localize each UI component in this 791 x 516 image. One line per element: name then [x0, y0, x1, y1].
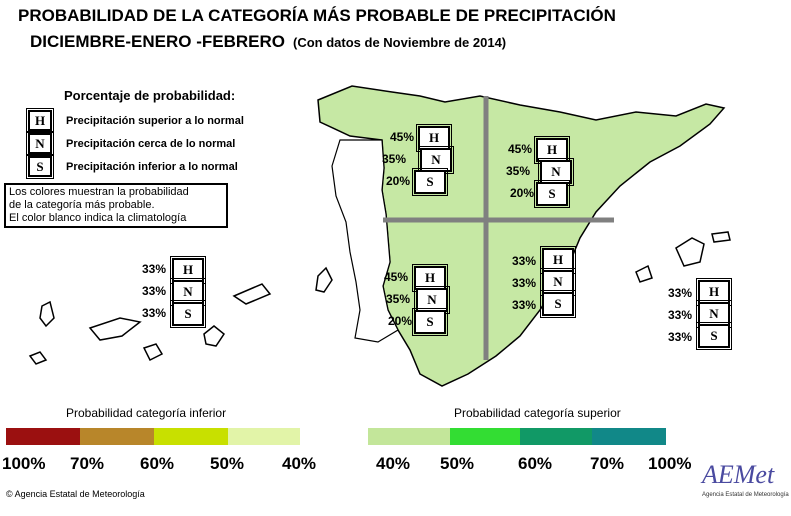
legend-title: Porcentaje de probabilidad: — [64, 88, 236, 103]
island-hierro — [28, 351, 48, 365]
scale-upper-band-60-70 — [520, 428, 592, 445]
season-label: DICIEMBRE-ENERO -FEBRERO — [30, 32, 286, 51]
letter-box-lower: S — [696, 322, 732, 350]
pct-lower: 20% — [509, 186, 534, 200]
pct-upper: 33% — [511, 254, 536, 268]
pct-upper: 45% — [383, 270, 408, 284]
legend-label: Precipitación superior a lo normal — [66, 114, 244, 127]
island-menorca — [711, 231, 731, 243]
island-la-palma — [39, 300, 55, 328]
pct-upper: 45% — [389, 130, 414, 144]
copyright-credit: © Agencia Estatal de Meteorología — [6, 489, 145, 499]
legend-letter-box: H — [26, 108, 54, 133]
island-mallorca — [675, 237, 705, 267]
note-line: Los colores muestran la probabilidad — [9, 186, 189, 198]
legend-letter-box: N — [26, 131, 54, 156]
pct-lower: 20% — [385, 174, 410, 188]
note-line: de la categoría más probable. — [9, 199, 155, 211]
island-ibiza — [635, 264, 653, 283]
scale-lower-title: Probabilidad categoría inferior — [66, 406, 227, 420]
scale-lower-tick: 50% — [210, 454, 245, 473]
letter-box-normal: N — [696, 300, 732, 328]
letter-box-upper: H — [170, 256, 206, 284]
note-line: El color blanco indica la climatología — [9, 212, 187, 224]
island-gomera — [142, 343, 164, 362]
portugal-area — [331, 139, 399, 343]
aemet-logo: AEMet — [702, 460, 775, 489]
legend-letter-box: S — [26, 154, 54, 179]
pct-upper: 33% — [141, 262, 166, 276]
color-note: Los colores muestran la probabilidad de … — [4, 183, 228, 228]
letter-box-lower: S — [412, 308, 448, 336]
scale-upper-tick: 100% — [648, 454, 692, 473]
scale-lower-tick: 70% — [70, 454, 105, 473]
legend-item-upper: H Precipitación superior a lo normal — [26, 108, 244, 133]
scale-upper-title: Probabilidad categoría superior — [454, 406, 621, 420]
letter-box-upper: H — [416, 124, 452, 152]
pct-normal: 33% — [667, 308, 692, 322]
scale-lower-band-50-40 — [228, 428, 300, 445]
legend-item-normal: N Precipitación cerca de lo normal — [26, 131, 236, 156]
scale-lower-tick: 100% — [2, 454, 46, 473]
scale-lower-tick: 40% — [282, 454, 317, 473]
pct-upper: 33% — [667, 286, 692, 300]
letter-box-lower: S — [170, 300, 206, 328]
scale-upper-tick: 40% — [376, 454, 411, 473]
pct-normal: 33% — [511, 276, 536, 290]
pct-lower: 33% — [511, 298, 536, 312]
map-title-line2: DICIEMBRE-ENERO -FEBRERO (Con datos de No… — [30, 32, 506, 52]
scale-upper-tick: 50% — [440, 454, 475, 473]
legend-label: Precipitación inferior a lo normal — [66, 160, 238, 173]
scale-upper-band-50-60 — [450, 428, 520, 445]
pct-normal: 35% — [505, 164, 530, 178]
pct-normal: 33% — [141, 284, 166, 298]
pct-lower: 33% — [141, 306, 166, 320]
pct-lower: 20% — [387, 314, 412, 328]
aemet-logo-subtitle: Agencia Estatal de Meteorología — [702, 492, 789, 498]
pct-normal: 35% — [381, 152, 406, 166]
pct-lower: 33% — [667, 330, 692, 344]
scale-upper-tick: 60% — [518, 454, 553, 473]
scale-upper-band-70-100 — [592, 428, 666, 445]
scale-upper-band-40-50 — [368, 428, 450, 445]
letter-box-lower: S — [412, 168, 448, 196]
letter-box-normal: N — [538, 158, 574, 186]
pct-normal: 35% — [385, 292, 410, 306]
scale-upper-tick: 70% — [590, 454, 625, 473]
legend-label: Precipitación cerca de lo normal — [66, 137, 236, 150]
island-tenerife — [88, 317, 142, 341]
letter-box-upper: H — [696, 278, 732, 306]
island-gran-canaria — [203, 325, 226, 347]
map-title-line1: PROBABILIDAD DE LA CATEGORÍA MÁS PROBABL… — [18, 6, 616, 25]
island-fuerteventura — [232, 283, 272, 305]
scale-lower-band-70-60 — [80, 428, 154, 445]
island-lanzarote — [315, 266, 333, 293]
scale-lower-band-100-70 — [6, 428, 80, 445]
letter-box-lower: S — [534, 180, 570, 208]
pct-upper: 45% — [507, 142, 532, 156]
scale-lower-tick: 60% — [140, 454, 175, 473]
letter-box-normal: N — [418, 146, 454, 174]
data-date-label: (Con datos de Noviembre de 2014) — [293, 35, 507, 50]
scale-lower-band-60-50 — [154, 428, 228, 445]
letter-box-lower: S — [540, 290, 576, 318]
legend-item-lower: S Precipitación inferior a lo normal — [26, 154, 238, 179]
